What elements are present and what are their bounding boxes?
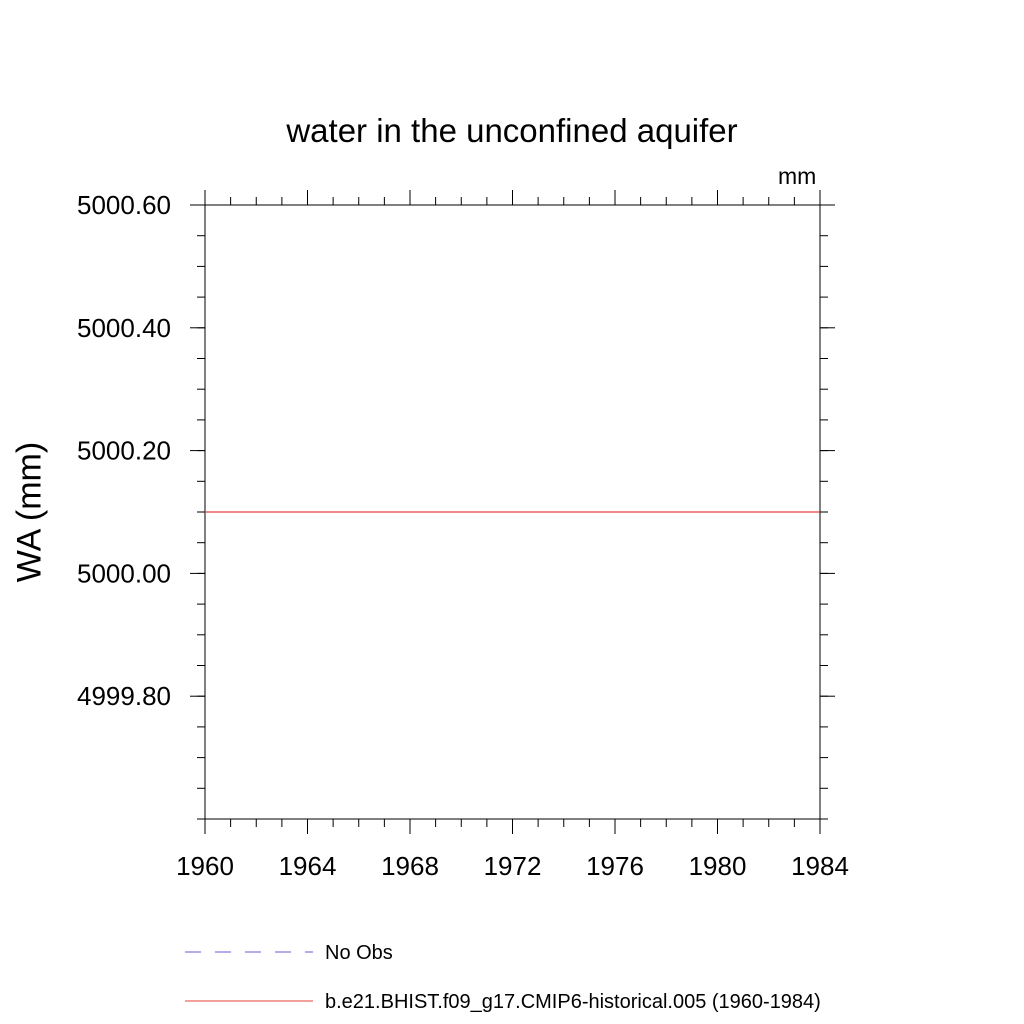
y-tick-label: 5000.40	[77, 313, 171, 343]
y-tick-label: 5000.60	[77, 190, 171, 220]
x-tick-label: 1964	[279, 851, 337, 881]
y-tick-label: 5000.00	[77, 558, 171, 588]
x-tick-label: 1968	[381, 851, 439, 881]
legend-label: b.e21.BHIST.f09_g17.CMIP6-historical.005…	[325, 991, 821, 1013]
units-label: mm	[778, 163, 817, 189]
x-tick-label: 1976	[586, 851, 644, 881]
x-tick-label: 1980	[689, 851, 747, 881]
x-tick-label: 1984	[791, 851, 849, 881]
legend-label: No Obs	[325, 942, 393, 964]
x-tick-label: 1960	[176, 851, 234, 881]
y-tick-label: 4999.80	[77, 681, 171, 711]
x-tick-label: 1972	[484, 851, 542, 881]
chart-title: water in the unconfined aquifer	[286, 112, 738, 149]
y-tick-label: 5000.20	[77, 436, 171, 466]
